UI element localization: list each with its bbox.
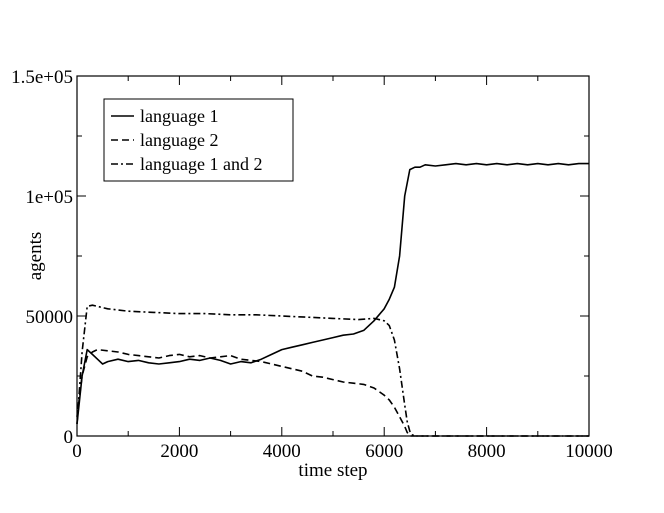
y-tick-label: 1.5e+05 xyxy=(11,67,73,88)
series-layer xyxy=(76,162,589,437)
x-axis-label: time step xyxy=(298,460,367,481)
y-axis-label: agents xyxy=(25,232,46,281)
legend-label-language-2: language 2 xyxy=(140,130,218,150)
y-tick-label: 1e+05 xyxy=(25,187,73,208)
y-tick-label: 50000 xyxy=(26,307,74,328)
x-tick-label: 4000 xyxy=(263,441,301,462)
x-tick-label: 10000 xyxy=(565,441,613,462)
x-tick-label: 8000 xyxy=(468,441,506,462)
series-line-language-1 xyxy=(76,162,589,425)
series-line-language-1-and-2 xyxy=(76,304,589,437)
y-tick-label: 0 xyxy=(64,427,74,448)
series-line-language-2 xyxy=(76,348,589,437)
tick-labels: 0 2000 4000 6000 8000 10000 0 50000 1e+05 1.5e+05 xyxy=(11,67,613,462)
x-tick-label: 6000 xyxy=(365,441,403,462)
x-tick-label: 0 xyxy=(72,441,82,462)
legend-box xyxy=(103,98,294,182)
legend: language 1 language 2 language 1 and 2 xyxy=(103,98,294,182)
x-tick-label: 2000 xyxy=(160,441,198,462)
legend-label-language-1: language 1 xyxy=(140,106,218,126)
legend-label-language-1-and-2: language 1 and 2 xyxy=(140,154,262,174)
